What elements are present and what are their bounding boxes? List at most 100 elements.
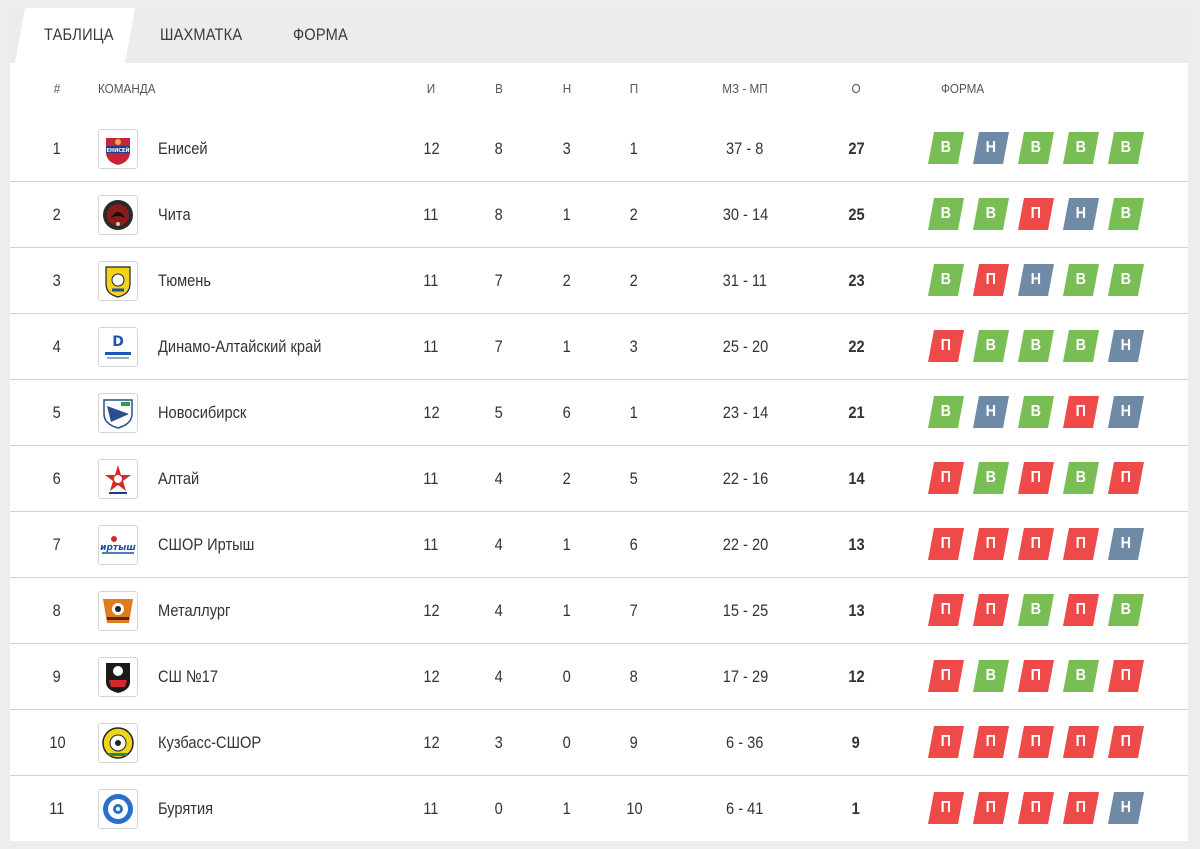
- tab-table[interactable]: ТАБЛИЦА: [44, 25, 114, 44]
- form-result-badge[interactable]: П: [1018, 528, 1054, 560]
- form-result-badge[interactable]: П: [928, 528, 964, 560]
- team-logo[interactable]: [98, 591, 138, 631]
- form-result-badge[interactable]: В: [1108, 132, 1144, 164]
- form-result-badge[interactable]: Н: [1108, 330, 1144, 362]
- form-result-badge[interactable]: П: [1018, 198, 1054, 230]
- form-result-badge[interactable]: В: [1063, 330, 1099, 362]
- team-logo[interactable]: [98, 789, 138, 829]
- table-row[interactable]: 6 Алтай 11 4 2 5 22 - 16 14 П В П В П: [10, 446, 1188, 512]
- tab-form[interactable]: ФОРМА: [293, 25, 348, 44]
- form-result-badge[interactable]: Н: [1108, 792, 1144, 824]
- table-row[interactable]: 10 Кузбасс-СШОР 12 3 0 9 6 - 36 9 П П П П П: [10, 710, 1188, 776]
- form-result-badge[interactable]: В: [973, 330, 1009, 362]
- form-result-badge[interactable]: П: [1108, 660, 1144, 692]
- team-name[interactable]: Енисей: [158, 116, 216, 181]
- form-result-badge[interactable]: П: [928, 660, 964, 692]
- form-result-badge[interactable]: В: [928, 264, 964, 296]
- form-result-badge[interactable]: П: [1063, 594, 1099, 626]
- team-logo[interactable]: [98, 261, 138, 301]
- form-result-badge[interactable]: В: [928, 396, 964, 428]
- team-name[interactable]: Новосибирск: [158, 380, 261, 445]
- team-logo[interactable]: [98, 657, 138, 697]
- form-result-badge[interactable]: Н: [1108, 528, 1144, 560]
- form-result-badge[interactable]: П: [1063, 528, 1099, 560]
- form-result-badge[interactable]: П: [973, 264, 1009, 296]
- form-result-badge[interactable]: П: [973, 594, 1009, 626]
- table-row[interactable]: 9 СШ №17 12 4 0 8 17 - 29 12 П В П В П: [10, 644, 1188, 710]
- form-result-badge[interactable]: Н: [1063, 198, 1099, 230]
- team-name[interactable]: СШОР Иртыш: [158, 512, 270, 577]
- form-result-badge[interactable]: П: [928, 330, 964, 362]
- table-row[interactable]: 5 Новосибирск 12 5 6 1 23 - 14 21 В Н В П Н: [10, 380, 1188, 446]
- form-result-badge[interactable]: П: [1063, 726, 1099, 758]
- team-name[interactable]: Чита: [158, 182, 196, 247]
- table-row[interactable]: 8 Металлург 12 4 1 7 15 - 25 13 П П В П В: [10, 578, 1188, 644]
- form-result-badge[interactable]: П: [1018, 462, 1054, 494]
- form-result-badge[interactable]: Н: [973, 132, 1009, 164]
- form-result-badge[interactable]: П: [928, 594, 964, 626]
- table-row[interactable]: 1 Енисей 12 8 3 1 37 - 8 27 ЕНИСЕЙ В Н В В В: [10, 116, 1188, 182]
- team-logo[interactable]: [98, 459, 138, 499]
- team-name[interactable]: Бурятия: [158, 776, 222, 841]
- form-result-badge[interactable]: В: [1018, 396, 1054, 428]
- team-logo[interactable]: ЕНИСЕЙ: [98, 129, 138, 169]
- tyumen-logo: [98, 261, 138, 301]
- table-row[interactable]: 11 Бурятия 11 0 1 10 6 - 41 1 П П П П Н: [10, 776, 1188, 841]
- position-cell-text: 9: [52, 667, 62, 686]
- team-logo[interactable]: [98, 393, 138, 433]
- form-result-badge[interactable]: В: [928, 132, 964, 164]
- form-result-badge[interactable]: В: [928, 198, 964, 230]
- team-logo[interactable]: [98, 723, 138, 763]
- form-result-badge[interactable]: В: [973, 198, 1009, 230]
- wins-cell: 4: [478, 512, 520, 577]
- form-result-badge[interactable]: П: [928, 726, 964, 758]
- form-result-badge[interactable]: П: [1108, 726, 1144, 758]
- form-result-badge[interactable]: Н: [1108, 396, 1144, 428]
- form-result-badge[interactable]: В: [1063, 264, 1099, 296]
- team-name[interactable]: СШ №17: [158, 644, 228, 709]
- form-result-badge[interactable]: В: [1108, 264, 1144, 296]
- form-result-badge[interactable]: В: [1018, 330, 1054, 362]
- team-logo[interactable]: [98, 195, 138, 235]
- form-result-badge[interactable]: П: [1018, 792, 1054, 824]
- form-result-badge[interactable]: П: [973, 792, 1009, 824]
- form-result-badge[interactable]: Н: [973, 396, 1009, 428]
- form-result-badge[interactable]: П: [973, 726, 1009, 758]
- table-row[interactable]: 3 Тюмень 11 7 2 2 31 - 11 23 В П Н В В: [10, 248, 1188, 314]
- team-name[interactable]: Динамо-Алтайский край: [158, 314, 348, 379]
- form-result-badge[interactable]: П: [928, 462, 964, 494]
- form-result-badge[interactable]: В: [973, 660, 1009, 692]
- form-result-badge[interactable]: П: [1063, 396, 1099, 428]
- form-result-badge[interactable]: В: [1108, 198, 1144, 230]
- table-row[interactable]: 2 Чита 11 8 1 2 30 - 14 25 В В П Н В: [10, 182, 1188, 248]
- team-name[interactable]: Алтай: [158, 446, 206, 511]
- form-result-badge[interactable]: В: [973, 462, 1009, 494]
- tab-chess[interactable]: ШАХМАТКА: [160, 25, 243, 44]
- points-cell-text: 23: [847, 271, 865, 290]
- form-result-badge[interactable]: П: [1018, 660, 1054, 692]
- form-result-letter: Н: [1120, 799, 1132, 816]
- form-result-badge[interactable]: Н: [1018, 264, 1054, 296]
- losses-cell: 1: [613, 116, 655, 181]
- standings-panel: ТАБЛИЦА ШАХМАТКА ФОРМА # КОМАНДА И В Н П…: [10, 8, 1188, 841]
- form-result-badge[interactable]: В: [1063, 660, 1099, 692]
- form-result-letter: Н: [1075, 205, 1087, 222]
- team-name[interactable]: Кузбасс-СШОР: [158, 710, 278, 775]
- table-row[interactable]: 7 СШОР Иртыш 11 4 1 6 22 - 20 13 иртыш П П П П Н: [10, 512, 1188, 578]
- form-result-badge[interactable]: П: [1108, 462, 1144, 494]
- team-logo[interactable]: D: [98, 327, 138, 367]
- table-row[interactable]: 4 Динамо-Алтайский край 11 7 1 3 25 - 20 22 D П В В…: [10, 314, 1188, 380]
- team-name[interactable]: Металлург: [158, 578, 242, 643]
- form-result-badge[interactable]: П: [973, 528, 1009, 560]
- team-name[interactable]: Тюмень: [158, 248, 220, 313]
- form-result-badge[interactable]: В: [1108, 594, 1144, 626]
- team-logo[interactable]: иртыш: [98, 525, 138, 565]
- form-result-badge[interactable]: В: [1018, 132, 1054, 164]
- form-result-badge[interactable]: П: [1018, 726, 1054, 758]
- form-result-badge[interactable]: В: [1063, 462, 1099, 494]
- form-result-badge[interactable]: П: [1063, 792, 1099, 824]
- form-result-badge[interactable]: В: [1018, 594, 1054, 626]
- form-result-badge[interactable]: В: [1063, 132, 1099, 164]
- form-result-badge[interactable]: П: [928, 792, 964, 824]
- wins-cell: 0: [478, 776, 520, 841]
